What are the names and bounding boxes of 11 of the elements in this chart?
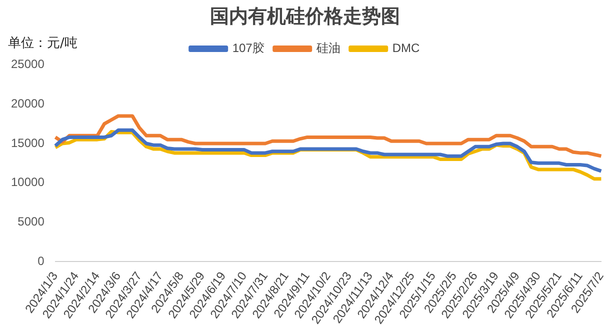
y-tick-label: 10000 <box>10 175 45 190</box>
y-tick-label: 5000 <box>18 214 45 229</box>
legend-label: 硅油 <box>315 41 340 56</box>
chart-title: 国内有机硅价格走势图 <box>210 5 400 28</box>
legend-label: 107胶 <box>232 41 264 56</box>
y-axis-title: 单位：元/吨 <box>8 35 78 52</box>
y-tick-label: 0 <box>38 254 45 268</box>
y-tick-label: 15000 <box>10 136 45 150</box>
legend-label: DMC <box>392 41 420 56</box>
y-tick-label: 20000 <box>10 96 45 110</box>
y-tick-label: 25000 <box>10 57 45 72</box>
